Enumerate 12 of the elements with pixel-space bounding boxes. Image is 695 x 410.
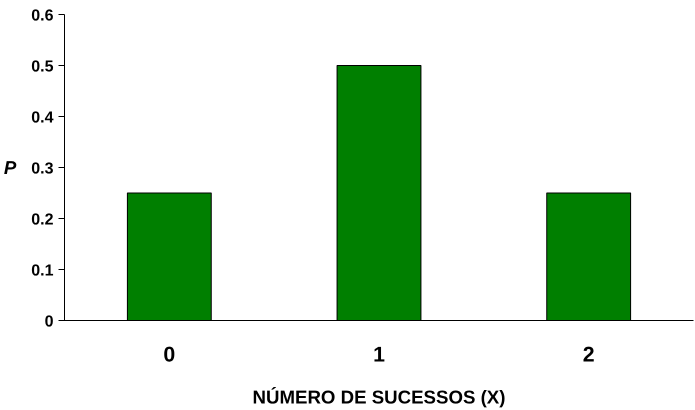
y-tick-label: 0.6 — [31, 8, 54, 24]
y-tick-label: 0.3 — [31, 160, 54, 178]
x-tick-label: 1 — [373, 342, 386, 366]
x-axis-title: NÚMERO DE SUCESSOS (X) — [252, 386, 506, 408]
y-tick-label: 0.2 — [31, 212, 54, 228]
y-tick-label: 0.5 — [31, 58, 54, 76]
y-tick-label: 0.1 — [31, 262, 54, 280]
y-axis-title: P — [4, 157, 17, 178]
y-tick-label: 0.4 — [31, 110, 54, 126]
y-tick-label: 0 — [44, 314, 54, 330]
x-tick-label: 0 — [163, 342, 176, 366]
x-tick-label: 2 — [582, 342, 595, 366]
